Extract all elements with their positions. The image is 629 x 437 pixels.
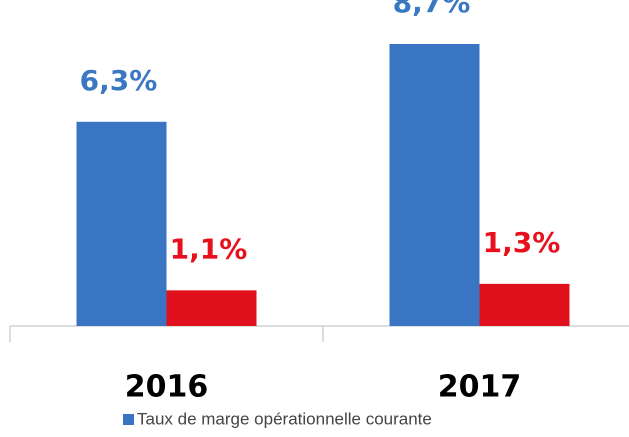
x-tick-label: 2017 (438, 370, 522, 405)
legend-swatch (123, 414, 134, 425)
legend-label: Taux de marge opérationnelle courante (137, 409, 432, 428)
value-label: 6,3% (80, 64, 158, 97)
bar (479, 283, 570, 326)
value-label: 8,7% (393, 0, 471, 19)
bar (76, 121, 167, 326)
value-label: 1,3% (483, 226, 561, 259)
bar (166, 290, 257, 326)
bar (389, 44, 480, 326)
value-label: 1,1% (170, 232, 248, 265)
x-tick-label: 2016 (125, 370, 209, 405)
